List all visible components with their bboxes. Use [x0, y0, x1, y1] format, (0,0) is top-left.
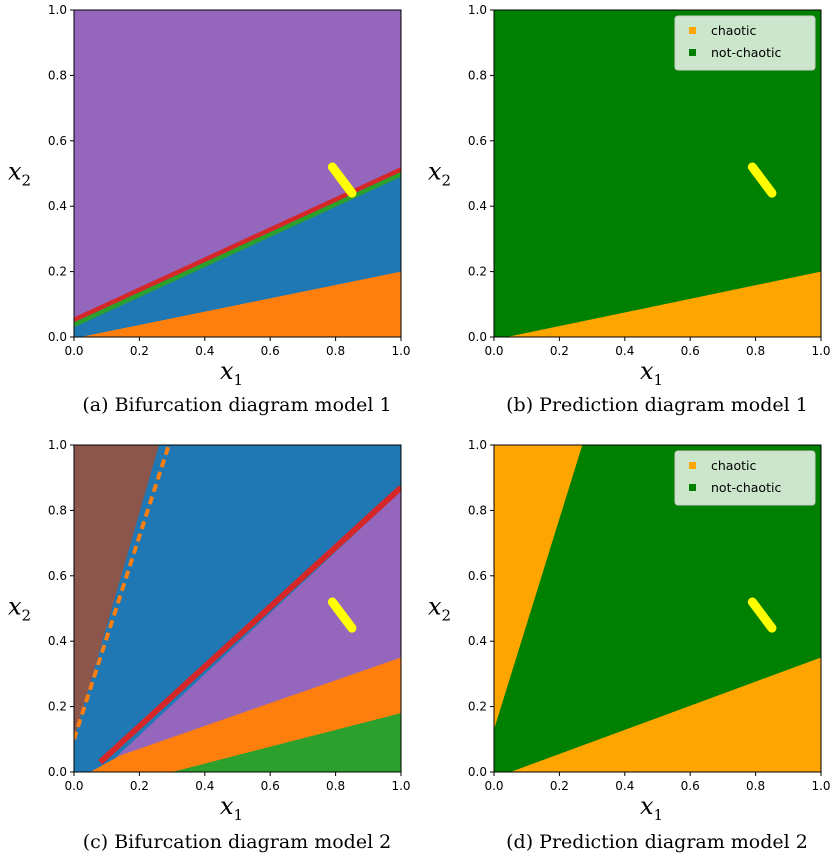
legend-box — [674, 450, 816, 506]
axes-frame — [73, 444, 402, 773]
y-tick-label: 0.0 — [48, 330, 67, 344]
x-tick-label: 0.0 — [64, 344, 83, 358]
y-tick-label: 0.2 — [48, 700, 67, 714]
x-tick-label: 0.6 — [681, 344, 700, 358]
y-tick-label: 0.4 — [468, 199, 487, 213]
y-tick-label: 0.8 — [468, 68, 487, 82]
marker-segment-0 — [747, 597, 777, 633]
x-tick-label: 0.4 — [195, 779, 214, 793]
y-tick-label: 0.8 — [468, 503, 487, 517]
x-tick-label: 1.0 — [811, 344, 830, 358]
x-tick-label: 0.4 — [615, 344, 634, 358]
y-tick-label: 0.6 — [468, 569, 487, 583]
boundary-line-red-0 — [98, 485, 401, 765]
x-tick-label: 0.2 — [550, 779, 569, 793]
y-tick-label: 1.0 — [48, 3, 67, 17]
y-axis-label: x2 — [8, 158, 31, 190]
x-axis-label: x1 — [640, 792, 663, 824]
panel-b: 0.0 0.2 0.4 0.6 0.8 1.0 0.0 0.2 0.4 0.6 0.8 1.0 x1 x2… — [428, 3, 831, 416]
legend-label: chaotic — [711, 458, 756, 473]
panel-c: 0.0 0.2 0.4 0.6 0.8 1.0 0.0 0.2 0.4 0.6 0.8 1.0 x1 x2… — [8, 438, 411, 853]
x-tick-label: 0.6 — [261, 344, 280, 358]
x-tick-label: 0.4 — [615, 779, 634, 793]
y-tick-label: 0.6 — [48, 569, 67, 583]
y-tick-label: 0.8 — [48, 68, 67, 82]
y-tick-label: 0.0 — [48, 765, 67, 779]
x-tick-label: 0.8 — [326, 779, 345, 793]
axes-frame — [73, 9, 402, 338]
y-tick-label: 0.4 — [48, 634, 67, 648]
x-tick-label: 0.6 — [261, 779, 280, 793]
axes-frame — [493, 9, 822, 338]
y-tick-label: 0.0 — [468, 330, 487, 344]
legend-label: not-chaotic — [711, 45, 781, 60]
x-tick-label: 0.2 — [550, 344, 569, 358]
plot-area-c — [74, 445, 401, 772]
legend-swatch-not-chaotic — [689, 484, 696, 491]
panel-a: 0.0 0.2 0.4 0.6 0.8 1.0 0.0 0.2 0.4 0.6 0.8 1.0 x1 x2… — [8, 3, 411, 416]
y-tick-label: 1.0 — [468, 3, 487, 17]
y-axis-label: x2 — [428, 158, 451, 190]
legend-box — [674, 15, 816, 71]
x-tick-label: 1.0 — [391, 344, 410, 358]
panel-caption: (a) Bifurcation diagram model 1 — [82, 394, 391, 416]
panel-caption: (b) Prediction diagram model 1 — [506, 394, 808, 416]
legend: chaotic not-chaotic — [674, 15, 816, 71]
x-tick-label: 0.4 — [195, 344, 214, 358]
panel-caption: (d) Prediction diagram model 2 — [506, 831, 808, 853]
x-tick-label: 0.6 — [681, 779, 700, 793]
region-not_chaotic-0 — [494, 10, 821, 337]
y-tick-label: 1.0 — [48, 438, 67, 452]
y-tick-label: 0.4 — [48, 199, 67, 213]
region-chaotic-1 — [507, 271, 821, 337]
y-tick-label: 0.4 — [468, 634, 487, 648]
x-tick-label: 0.8 — [746, 779, 765, 793]
x-axis-label: x1 — [640, 357, 663, 389]
marker-segment-0 — [747, 162, 777, 198]
y-axis-label: x2 — [428, 593, 451, 625]
axes-frame — [493, 444, 822, 773]
x-tick-label: 0.0 — [484, 779, 503, 793]
y-tick-label: 0.6 — [48, 134, 67, 148]
legend-swatch-chaotic — [689, 27, 696, 34]
x-axis-label: x1 — [220, 357, 243, 389]
legend: chaotic not-chaotic — [674, 450, 816, 506]
x-tick-label: 0.2 — [130, 779, 149, 793]
panel-caption: (c) Bifurcation diagram model 2 — [83, 831, 392, 853]
x-tick-label: 0.8 — [746, 344, 765, 358]
x-tick-label: 1.0 — [391, 779, 410, 793]
x-axis-label: x1 — [220, 792, 243, 824]
y-axis-label: x2 — [8, 593, 31, 625]
marker-segment-0 — [327, 597, 357, 633]
region-orange-4 — [74, 271, 401, 337]
x-tick-label: 0.0 — [484, 344, 503, 358]
marker-segment-0 — [327, 162, 357, 198]
y-tick-label: 0.2 — [48, 265, 67, 279]
y-tick-label: 0.8 — [48, 503, 67, 517]
region-chaotic-2 — [510, 657, 821, 772]
legend-swatch-chaotic — [689, 462, 696, 469]
region-green-4 — [172, 713, 401, 772]
plot-area-d — [494, 445, 821, 772]
region-chaotic-1 — [494, 445, 583, 730]
y-tick-label: 1.0 — [468, 438, 487, 452]
x-tick-label: 0.8 — [326, 344, 345, 358]
y-tick-label: 0.2 — [468, 700, 487, 714]
legend-label: not-chaotic — [711, 480, 781, 495]
y-tick-label: 0.0 — [468, 765, 487, 779]
x-tick-label: 0.2 — [130, 344, 149, 358]
plot-area-a — [74, 10, 401, 337]
region-brown-1 — [74, 445, 159, 740]
x-tick-label: 0.0 — [64, 779, 83, 793]
panel-d: 0.0 0.2 0.4 0.6 0.8 1.0 0.0 0.2 0.4 0.6 0.8 1.0 x1 x2… — [428, 438, 831, 853]
y-tick-label: 0.6 — [468, 134, 487, 148]
x-tick-label: 1.0 — [811, 779, 830, 793]
plot-area-b — [494, 10, 821, 337]
y-tick-label: 0.2 — [468, 265, 487, 279]
legend-swatch-not-chaotic — [689, 49, 696, 56]
legend-label: chaotic — [711, 23, 756, 38]
